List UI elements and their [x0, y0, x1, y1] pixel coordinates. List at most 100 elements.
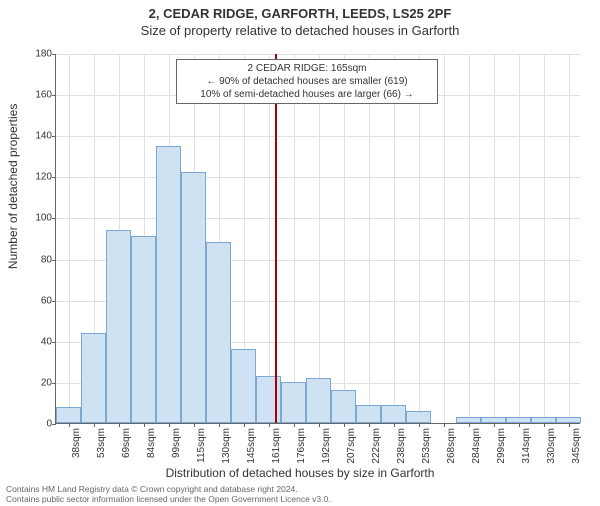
- histogram-bar: [356, 405, 381, 424]
- xtick-label: 161sqm: [271, 428, 282, 464]
- histogram-bar: [156, 146, 181, 424]
- xtick-mark: [194, 423, 195, 427]
- ytick-label: 20: [22, 377, 52, 388]
- xtick-label: 99sqm: [171, 428, 182, 458]
- chart-title-sub: Size of property relative to detached ho…: [0, 23, 600, 38]
- xtick-label: 38sqm: [71, 428, 82, 458]
- histogram-bar: [206, 242, 231, 423]
- ytick-mark: [52, 218, 56, 219]
- ytick-label: 120: [22, 172, 52, 183]
- histogram-bar: [181, 172, 206, 423]
- histogram-bar: [481, 417, 506, 423]
- xtick-mark: [169, 423, 170, 427]
- ytick-mark: [52, 95, 56, 96]
- ytick-mark: [52, 54, 56, 55]
- ytick-label: 60: [22, 295, 52, 306]
- xtick-label: 299sqm: [496, 428, 507, 464]
- histogram-bar: [456, 417, 481, 423]
- xtick-label: 345sqm: [571, 428, 582, 464]
- y-axis-label: Number of detached properties: [6, 104, 20, 269]
- xtick-label: 222sqm: [371, 428, 382, 464]
- annotation-line1: ← 90% of detached houses are smaller (61…: [183, 75, 431, 88]
- chart-plot-area: 2 CEDAR RIDGE: 165sqm← 90% of detached h…: [55, 54, 580, 424]
- xtick-mark: [144, 423, 145, 427]
- gridline-v: [544, 54, 545, 423]
- xtick-label: 268sqm: [446, 428, 457, 464]
- xtick-label: 238sqm: [396, 428, 407, 464]
- histogram-bar: [81, 333, 106, 423]
- xtick-label: 176sqm: [296, 428, 307, 464]
- ytick-mark: [52, 383, 56, 384]
- histogram-bar: [381, 405, 406, 424]
- xtick-mark: [244, 423, 245, 427]
- gridline-v: [394, 54, 395, 423]
- footer-line2: Contains public sector information licen…: [6, 495, 331, 504]
- gridline-v: [319, 54, 320, 423]
- annotation-box: 2 CEDAR RIDGE: 165sqm← 90% of detached h…: [176, 59, 438, 104]
- xtick-mark: [419, 423, 420, 427]
- histogram-bar: [56, 407, 81, 423]
- gridline-v: [269, 54, 270, 423]
- xtick-label: 330sqm: [546, 428, 557, 464]
- xtick-label: 145sqm: [246, 428, 257, 464]
- gridline-v: [444, 54, 445, 423]
- gridline-v: [569, 54, 570, 423]
- xtick-label: 130sqm: [221, 428, 232, 464]
- ytick-label: 0: [22, 419, 52, 430]
- histogram-bar: [281, 382, 306, 423]
- gridline-v: [419, 54, 420, 423]
- xtick-label: 314sqm: [521, 428, 532, 464]
- xtick-mark: [369, 423, 370, 427]
- xtick-mark: [94, 423, 95, 427]
- gridline-v: [69, 54, 70, 423]
- xtick-mark: [219, 423, 220, 427]
- ytick-label: 100: [22, 213, 52, 224]
- gridline-v: [519, 54, 520, 423]
- histogram-bar: [331, 390, 356, 423]
- xtick-mark: [494, 423, 495, 427]
- xtick-mark: [344, 423, 345, 427]
- xtick-label: 192sqm: [321, 428, 332, 464]
- gridline-v: [494, 54, 495, 423]
- xtick-mark: [319, 423, 320, 427]
- xtick-label: 284sqm: [471, 428, 482, 464]
- ytick-mark: [52, 301, 56, 302]
- ytick-mark: [52, 342, 56, 343]
- histogram-bar: [106, 230, 131, 423]
- xtick-mark: [469, 423, 470, 427]
- histogram-bar: [231, 349, 256, 423]
- histogram-bar: [131, 236, 156, 423]
- annotation-title: 2 CEDAR RIDGE: 165sqm: [183, 62, 431, 75]
- histogram-bar: [506, 417, 531, 423]
- xtick-mark: [69, 423, 70, 427]
- xtick-mark: [119, 423, 120, 427]
- xtick-mark: [394, 423, 395, 427]
- ytick-mark: [52, 424, 56, 425]
- x-axis-label: Distribution of detached houses by size …: [0, 466, 600, 480]
- histogram-bar: [306, 378, 331, 423]
- ytick-label: 80: [22, 254, 52, 265]
- xtick-label: 69sqm: [121, 428, 132, 458]
- histogram-bar: [406, 411, 431, 423]
- gridline-v: [369, 54, 370, 423]
- ytick-mark: [52, 136, 56, 137]
- ytick-label: 40: [22, 336, 52, 347]
- histogram-bar: [531, 417, 556, 423]
- ytick-label: 180: [22, 49, 52, 60]
- gridline-v: [469, 54, 470, 423]
- gridline-v: [344, 54, 345, 423]
- xtick-mark: [444, 423, 445, 427]
- xtick-label: 115sqm: [196, 428, 207, 463]
- ytick-label: 140: [22, 131, 52, 142]
- ytick-mark: [52, 177, 56, 178]
- histogram-bar: [256, 376, 281, 423]
- footer-attribution: Contains HM Land Registry data © Crown c…: [6, 485, 331, 504]
- xtick-mark: [269, 423, 270, 427]
- chart-title-main: 2, CEDAR RIDGE, GARFORTH, LEEDS, LS25 2P…: [0, 6, 600, 21]
- xtick-label: 253sqm: [421, 428, 432, 464]
- xtick-label: 84sqm: [146, 428, 157, 458]
- annotation-line2: 10% of semi-detached houses are larger (…: [183, 88, 431, 101]
- xtick-mark: [294, 423, 295, 427]
- xtick-mark: [544, 423, 545, 427]
- reference-line: [275, 54, 277, 423]
